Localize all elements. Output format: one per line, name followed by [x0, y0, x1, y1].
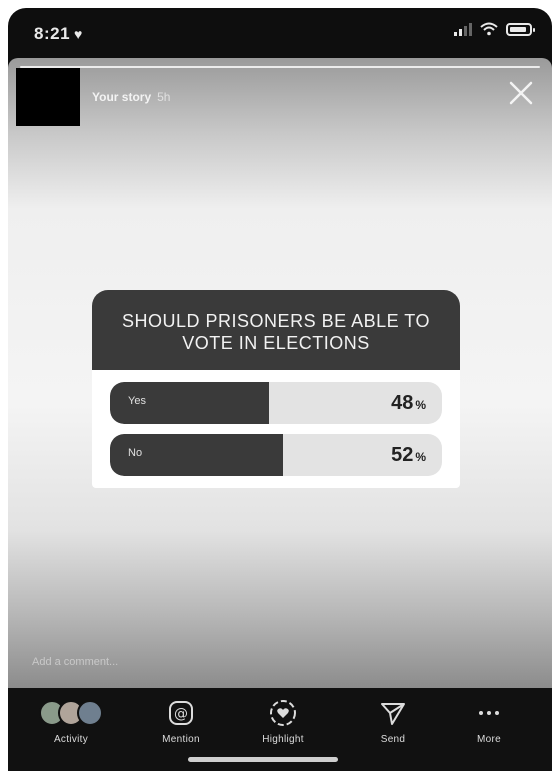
viewer-avatar — [77, 700, 103, 726]
poll-option-yes-percent: 48% — [391, 392, 426, 415]
heart-icon: ♥ — [74, 26, 83, 42]
poll-option-no-percent: 52% — [391, 444, 426, 467]
poll-sticker: SHOULD PRISONERS BE ABLE TO VOTE IN ELEC… — [92, 290, 460, 488]
story-time: 5h — [157, 90, 171, 104]
poll-option-no[interactable]: No 52% — [110, 434, 442, 476]
story-progress-bar — [20, 66, 540, 68]
svg-text:@: @ — [174, 706, 188, 722]
poll-option-no-percent-sign: % — [415, 450, 426, 464]
poll-option-yes[interactable]: Yes 48% — [110, 382, 442, 424]
poll-option-no-percent-value: 52 — [391, 444, 414, 466]
story-header: Your story 5h — [16, 68, 171, 126]
story-view[interactable]: Your story 5h SHOULD PRISONERS BE ABLE T… — [8, 58, 552, 688]
poll-question: SHOULD PRISONERS BE ABLE TO VOTE IN ELEC… — [92, 290, 460, 370]
status-bar: 8:21 ♥ — [8, 8, 552, 56]
highlight-label: Highlight — [262, 734, 304, 745]
phone-frame: 8:21 ♥ Your sto — [8, 8, 552, 771]
send-button[interactable]: Send — [348, 698, 438, 745]
highlight-heart-icon — [238, 698, 328, 728]
comment-placeholder[interactable]: Add a comment... — [32, 656, 119, 668]
more-dots-icon — [444, 698, 534, 728]
home-indicator — [188, 757, 338, 762]
avatar[interactable] — [16, 68, 80, 126]
poll-options: Yes 48% No 52% — [92, 370, 460, 488]
status-time-text: 8:21 — [34, 24, 71, 43]
more-label: More — [477, 734, 501, 745]
status-time: 8:21 ♥ — [34, 24, 83, 44]
battery-icon — [506, 22, 535, 36]
activity-avatars-icon — [26, 698, 116, 728]
poll-option-yes-fill — [110, 382, 270, 424]
poll-option-no-fill — [110, 434, 283, 476]
poll-option-no-label: No — [128, 447, 143, 459]
send-label: Send — [380, 734, 406, 745]
activity-label: Activity — [53, 734, 89, 745]
mention-label: Mention — [162, 734, 200, 745]
signal-icon — [454, 22, 472, 36]
at-sign-icon: @ — [136, 698, 226, 728]
close-icon[interactable] — [508, 80, 534, 106]
wifi-icon — [480, 22, 498, 36]
highlight-button[interactable]: Highlight — [238, 698, 328, 745]
mention-button[interactable]: @ Mention — [136, 698, 226, 745]
more-button[interactable]: More — [444, 698, 534, 745]
poll-option-yes-percent-value: 48 — [391, 392, 414, 414]
poll-option-yes-label: Yes — [128, 395, 146, 407]
send-icon — [348, 698, 438, 728]
activity-button[interactable]: Activity — [26, 698, 116, 745]
poll-option-yes-percent-sign: % — [415, 398, 426, 412]
status-icons — [454, 22, 535, 36]
story-title[interactable]: Your story — [92, 90, 152, 104]
